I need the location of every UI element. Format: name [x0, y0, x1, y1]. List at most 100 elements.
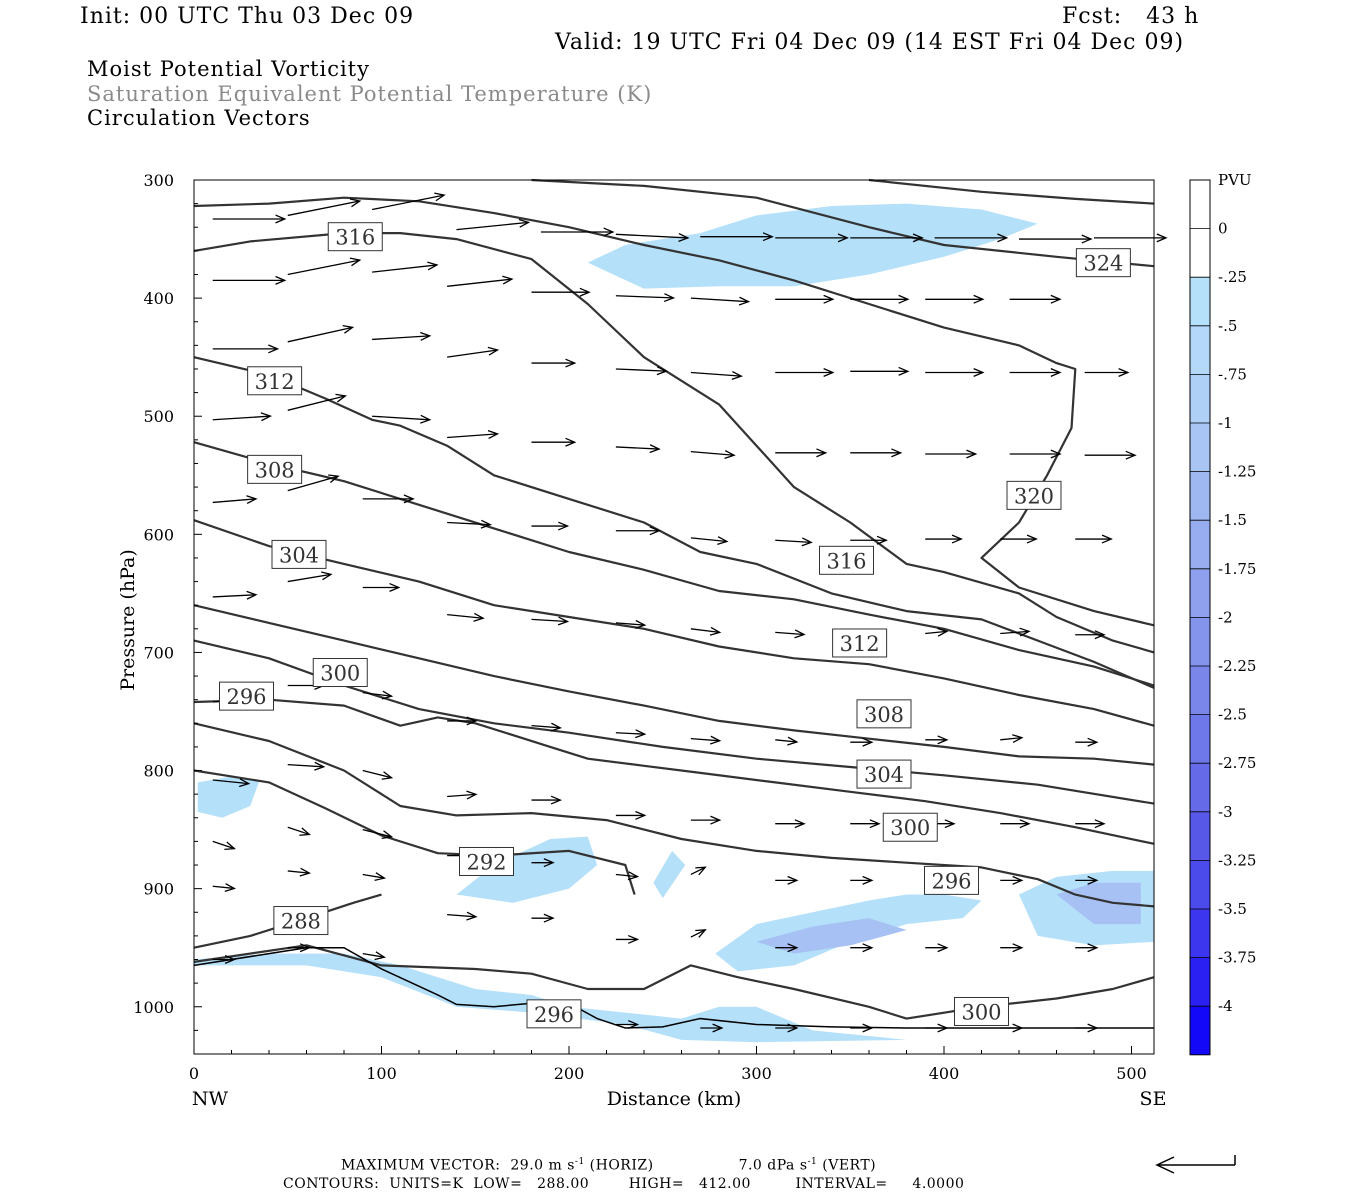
- pv-shaded-region: [456, 836, 598, 903]
- circulation-vector: [925, 294, 985, 304]
- theta-contour-320: [193, 232, 1155, 654]
- circulation-vector: [690, 370, 743, 380]
- axis-layer: 0 100 200 300 400 500 300 400 500 600 700 800 900 100…: [133, 171, 1146, 1083]
- circulation-vector: [775, 448, 828, 458]
- svg-text:312: 312: [255, 370, 295, 394]
- circulation-vector: [1075, 943, 1099, 953]
- circulation-vector: [362, 951, 386, 961]
- circulation-vector: [447, 911, 478, 921]
- circulation-vector: [287, 867, 312, 877]
- circulation-vector: [212, 883, 237, 893]
- circulation-vector: [775, 819, 806, 829]
- circulation-vector: [287, 198, 362, 217]
- circulation-vector: [690, 815, 722, 825]
- colorbar-label: -2.25: [1218, 657, 1256, 675]
- circulation-vector: [287, 571, 333, 583]
- colorbar-swatch: [1190, 1006, 1210, 1055]
- circulation-vector: [700, 232, 774, 242]
- colorbar-swatch: [1190, 666, 1210, 715]
- colorbar-label: -.75: [1218, 365, 1247, 383]
- contour-info: CONTOURS: UNITS=K LOW= 288.00 HIGH= 412.…: [283, 1176, 965, 1192]
- theta-contour-296: [193, 722, 1155, 908]
- circulation-vector: [1075, 737, 1099, 747]
- colorbar-swatch: [1190, 325, 1210, 375]
- colorbar-swatch: [1190, 180, 1210, 229]
- circulation-vector: [1000, 734, 1024, 744]
- contour-label: 320: [1006, 480, 1062, 510]
- contour-label: 288: [273, 906, 329, 936]
- circulation-vector: [690, 296, 751, 306]
- svg-text:320: 320: [1014, 484, 1054, 508]
- colorbar-swatch: [1190, 374, 1210, 423]
- circulation-vector: [287, 324, 355, 343]
- colorbar: PVU 0 -.25 -.5 -.75 -1 -1.25 -1.5 -1.75 -2 -2.25 -2…: [1189, 171, 1256, 1056]
- theta-contour-296: [193, 698, 1155, 845]
- circulation-vector: [1075, 1023, 1099, 1033]
- colorbar-swatch: [1190, 617, 1210, 666]
- circulation-vector: [1075, 819, 1106, 829]
- circulation-vector: [447, 346, 500, 358]
- contour-label: 296: [219, 681, 274, 711]
- circulation-vector: [690, 929, 707, 938]
- circulation-vector: [212, 955, 237, 965]
- circulation-vector: [531, 795, 562, 805]
- circulation-vector: [615, 444, 661, 454]
- circulation-vector: [531, 521, 570, 531]
- circulation-vector: [1000, 875, 1024, 885]
- svg-text:300: 300: [961, 1000, 1001, 1024]
- circulation-vector: [925, 368, 985, 378]
- y-tick-label: 900: [143, 880, 174, 899]
- circulation-vector: [212, 214, 287, 224]
- circulation-vector: [1009, 294, 1062, 304]
- circulation-vector: [775, 736, 799, 746]
- circulation-vector: [1075, 534, 1113, 544]
- circulation-vector: [925, 449, 978, 459]
- x-axis-label: Distance (km): [607, 1088, 742, 1110]
- y-axis-label: Pressure (hPa): [117, 549, 139, 691]
- x-tick-label: 0: [189, 1064, 199, 1083]
- field-title-mpv: Moist Potential Vorticity: [87, 57, 370, 81]
- init-time: Init: 00 UTC Thu 03 Dec 09: [80, 4, 415, 29]
- colorbar-label: -1.25: [1218, 463, 1256, 481]
- circulation-vector: [531, 858, 555, 868]
- contour-label: 308: [247, 454, 303, 484]
- circulation-vector: [362, 872, 386, 882]
- circulation-vector: [690, 626, 722, 636]
- colorbar-label: -4: [1218, 997, 1233, 1015]
- colorbar-label: -.25: [1218, 268, 1247, 286]
- forecast-hour: Fcst: 43 h: [1062, 4, 1200, 29]
- svg-text:316: 316: [335, 226, 375, 250]
- y-tick-label: 800: [143, 762, 174, 781]
- circulation-vector: [1084, 368, 1130, 378]
- colorbar-title: PVU: [1218, 171, 1252, 189]
- colorbar-label: -3: [1218, 803, 1233, 821]
- circulation-vector: [850, 448, 903, 458]
- contour-label: 308: [856, 699, 912, 729]
- circulation-vector: [1075, 875, 1099, 885]
- circulation-vector: [775, 875, 799, 885]
- svg-text:304: 304: [864, 763, 904, 787]
- circulation-vector: [850, 1023, 874, 1033]
- svg-text:308: 308: [255, 458, 295, 482]
- contour-label: 324: [1075, 248, 1131, 278]
- circulation-vector: [212, 778, 251, 788]
- theta-contour-304: [193, 604, 1155, 766]
- valid-time: Valid: 19 UTC Fri 04 Dec 09 (14 EST Fri …: [555, 30, 1185, 55]
- pv-shaded-region: [194, 953, 907, 1043]
- circulation-vector: [925, 735, 949, 745]
- contour-label: 296: [526, 999, 582, 1029]
- svg-text:292: 292: [466, 850, 506, 874]
- circulation-vector: [925, 943, 949, 953]
- circulation-vector: [1075, 630, 1106, 640]
- x-tick-label: 500: [1116, 1064, 1147, 1083]
- circulation-vector: [447, 716, 478, 726]
- circulation-vector: [690, 735, 722, 745]
- theta-contour-unlabeled: [868, 178, 1155, 205]
- circulation-vector: [690, 536, 729, 546]
- svg-text:296: 296: [931, 869, 971, 893]
- pv-shaded-core: [1056, 882, 1141, 925]
- theta-contour-292: [193, 769, 636, 895]
- circulation-vector: [615, 232, 690, 242]
- circulation-vector: [1000, 1023, 1024, 1033]
